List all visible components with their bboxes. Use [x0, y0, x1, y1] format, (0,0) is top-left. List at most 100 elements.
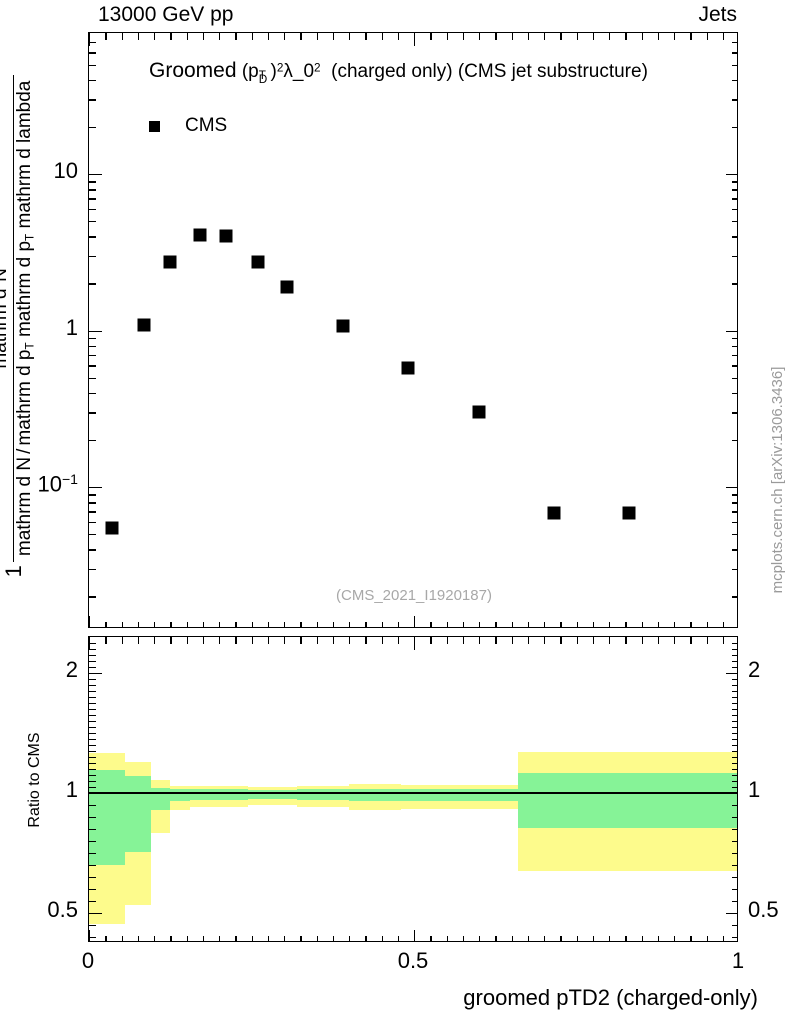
x-tick-bottom [316, 622, 318, 627]
x-tick-bottom [414, 616, 416, 627]
ratio-y-tick-left [89, 817, 96, 819]
y-tick-right [732, 568, 737, 571]
x-tick-top [251, 33, 253, 40]
y-tick-right [732, 41, 737, 44]
x-tick-label: 1 [731, 948, 745, 973]
y-tick-right [732, 99, 737, 101]
x-tick-bottom [722, 622, 725, 627]
ratio-x-tick-bottom [235, 936, 237, 941]
ratio-y-tick-right [732, 733, 737, 735]
y-axis-denominator: mathrm d N/mathrm d pT mathrm d pT mathr… [12, 74, 37, 563]
ratio-x-tick-top [641, 637, 643, 644]
y-tick-left [89, 330, 102, 332]
ratio-x-tick-bottom [397, 936, 400, 941]
ratio-y-tick-right [732, 721, 737, 723]
ratio-y-tick-label: 0.5 [748, 897, 779, 922]
ratio-y-tick-left [89, 793, 102, 795]
x-tick-top [544, 33, 546, 40]
y-tick-left [89, 392, 96, 395]
x-tick-top [202, 33, 205, 40]
x-tick-top [121, 33, 123, 40]
x-tick-bottom [267, 622, 270, 627]
ratio-y-tick-left [89, 787, 96, 789]
ratio-x-tick-bottom [706, 936, 708, 941]
analysis-watermark: (CMS_2021_I1920187) [336, 587, 492, 604]
ratio-y-tick-left [89, 751, 96, 753]
plot-title-lambda: λ_0 [283, 61, 315, 82]
y-tick-left [89, 221, 96, 223]
y-tick-right [732, 534, 737, 536]
ratio-y-tick-right [732, 889, 737, 891]
ratio-x-tick-top [202, 637, 205, 644]
ratio-y-tick-label: 0.5 [47, 897, 78, 922]
y-tick-left [89, 439, 96, 442]
x-tick-top [625, 33, 627, 40]
ratio-x-tick-bottom [170, 936, 172, 941]
data-point [547, 506, 561, 520]
x-tick-bottom [154, 622, 156, 627]
ratio-y-tick-left [89, 805, 96, 807]
x-tick-top [186, 33, 188, 40]
ratio-x-tick-top [706, 637, 708, 644]
y-tick-left [89, 236, 96, 238]
x-tick-bottom [657, 622, 660, 627]
ratio-x-tick-bottom [154, 936, 156, 941]
x-tick-bottom [219, 622, 221, 627]
ratio-x-tick-top [154, 637, 156, 644]
y-tick-label: 10 [53, 158, 78, 183]
ratio-x-tick-bottom [446, 936, 448, 941]
x-tick-bottom [641, 622, 643, 627]
x-tick-bottom [544, 622, 546, 627]
ratio-y-tick-left [89, 649, 96, 651]
y-tick-left [89, 521, 96, 524]
ratio-y-tick-right [732, 757, 737, 759]
x-tick-top [316, 33, 318, 40]
x-tick-bottom [251, 622, 253, 627]
ratio-y-tick-right [732, 661, 737, 663]
x-tick-top [267, 33, 270, 40]
x-tick-top [674, 33, 676, 40]
ratio-x-tick-bottom [381, 936, 383, 941]
ratio-y-tick-right [726, 913, 737, 915]
x-tick-top [527, 33, 530, 40]
x-tick-top [349, 33, 351, 40]
ratio-x-tick-bottom [186, 936, 188, 941]
ratio-x-tick-top [219, 637, 221, 644]
y-tick-left [89, 198, 96, 200]
ratio-y-tick-right [732, 667, 737, 669]
x-tick-top [446, 33, 448, 40]
ratio-y-tick-right [732, 937, 737, 939]
ratio-x-tick-bottom [137, 936, 140, 941]
ratio-y-tick-left [89, 667, 96, 669]
x-tick-bottom [332, 622, 335, 627]
ratio-y-tick-right [726, 673, 737, 675]
ratio-y-tick-label: 2 [748, 657, 761, 682]
ratio-y-tick-left [89, 781, 96, 783]
ratio-x-tick-bottom [479, 936, 481, 941]
ratio-x-tick-top [267, 637, 270, 644]
ratio-y-tick-right [732, 775, 737, 777]
x-tick-bottom [527, 622, 530, 627]
ratio-x-tick-top [479, 637, 481, 644]
y-tick-left [89, 487, 102, 489]
x-tick-label: 0.5 [397, 948, 429, 973]
ratio-band-inner [124, 776, 151, 852]
x-tick-bottom [381, 622, 383, 627]
y-tick-right [732, 392, 737, 395]
ratio-x-tick-top [89, 637, 91, 650]
ratio-y-tick-left [89, 715, 96, 717]
ratio-y-tick-left [89, 709, 96, 711]
ratio-x-tick-bottom [576, 936, 578, 941]
x-tick-bottom [186, 622, 188, 627]
x-tick-bottom [430, 622, 432, 627]
x-tick-bottom [397, 622, 400, 627]
x-tick-top [609, 33, 611, 40]
ratio-y-tick-right [732, 787, 737, 789]
ratio-x-tick-top [657, 637, 660, 644]
y-tick-right [732, 52, 737, 54]
plot-title: Groomed (p T D)2λ_02 (charged only) (CMS j… [149, 59, 648, 87]
y-tick-left [89, 79, 96, 82]
y-axis-caption: 1 mathrm d4N mathrm d N/mathrm d pT math… [0, 26, 44, 626]
ratio-band-inner [189, 789, 249, 800]
ratio-y-tick-right [732, 925, 737, 927]
